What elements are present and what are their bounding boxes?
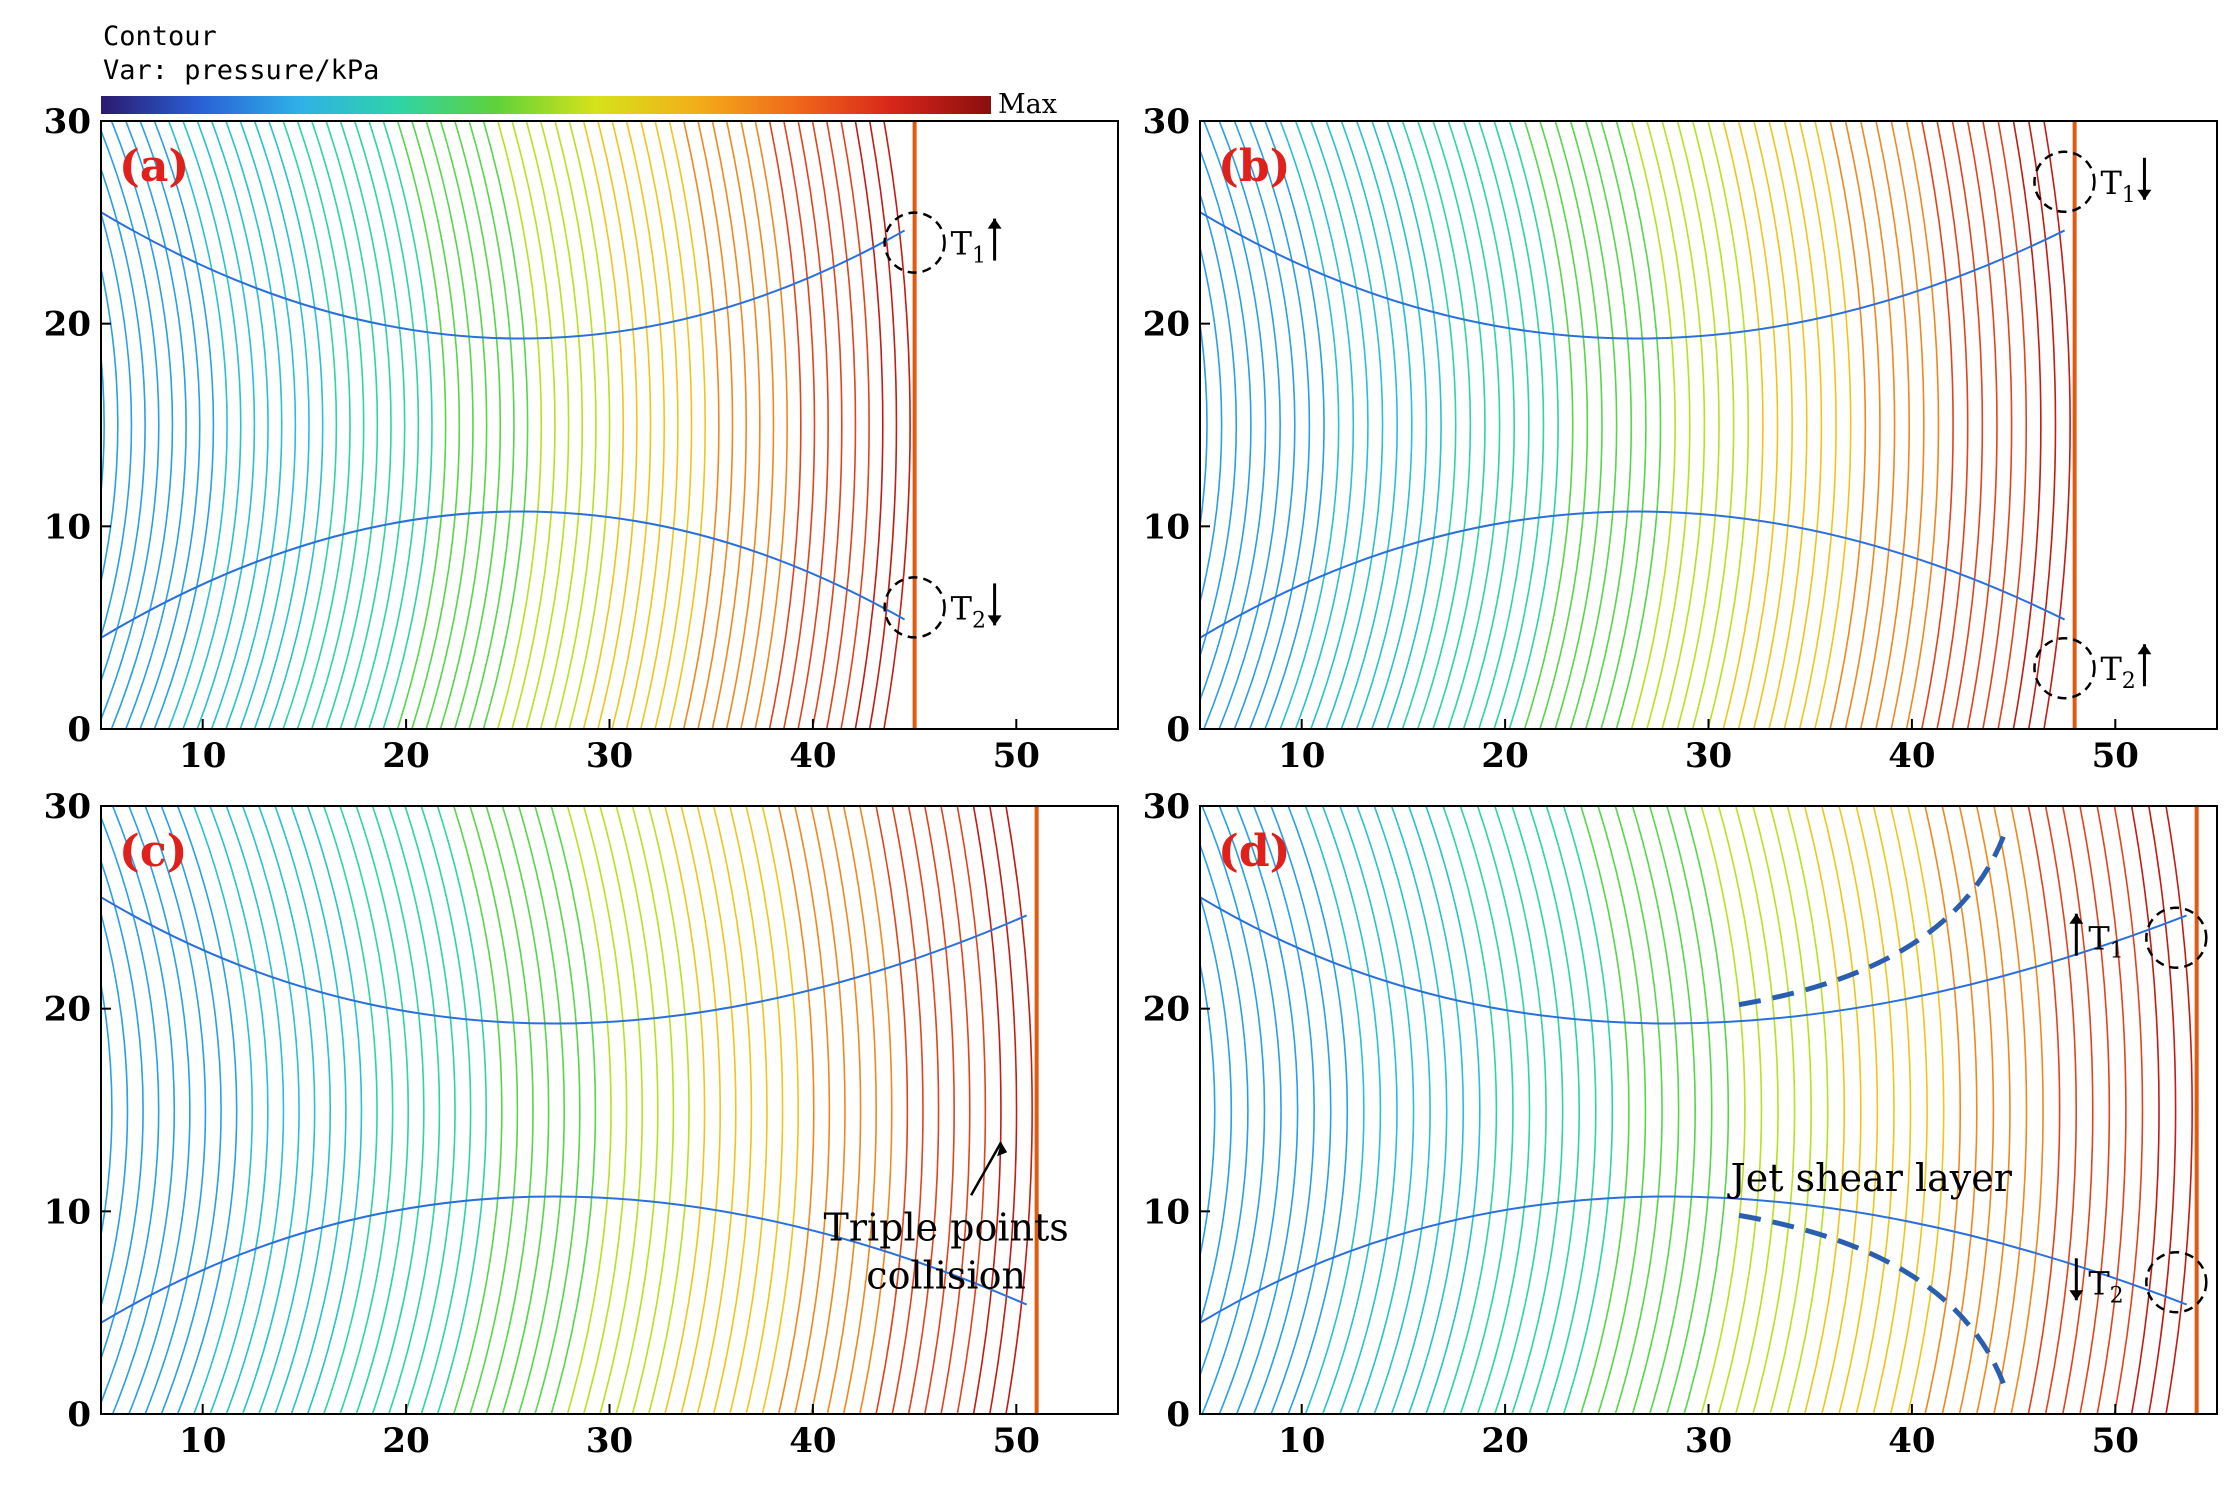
slip-line xyxy=(101,510,906,639)
panel-a: 10 20 30 40 50 0 10 20 30 (a) T1 T2 xyxy=(44,102,1119,776)
contour-field xyxy=(1200,806,2199,1414)
triple-point-label: T1 xyxy=(2100,164,2135,208)
contour-field xyxy=(101,121,917,729)
panel-label: (b) xyxy=(1218,141,1290,192)
colorbar-max-label: Max xyxy=(998,89,1057,120)
x-tick-label: 10 xyxy=(179,1421,226,1461)
y-tick-label: 0 xyxy=(1166,710,1190,750)
y-tick-label: 20 xyxy=(44,305,91,345)
annotation-text: Triple points xyxy=(823,1205,1068,1249)
y-tick-label: 20 xyxy=(44,990,91,1030)
plot-frame xyxy=(100,805,1119,1415)
arrow-head-icon xyxy=(2069,1290,2084,1301)
arrow-head-icon xyxy=(2137,189,2152,200)
slip-line xyxy=(1200,510,2066,639)
y-tick-label: 0 xyxy=(1166,1395,1190,1435)
slip-line xyxy=(101,896,1028,1025)
shear-layer-curve xyxy=(1738,1212,2006,1385)
arrow-head-icon xyxy=(997,1142,1008,1157)
slip-line xyxy=(1200,211,2066,340)
x-tick-label: 20 xyxy=(382,1421,429,1461)
x-tick-label: 30 xyxy=(586,736,633,776)
y-tick-label: 10 xyxy=(1143,507,1190,547)
x-tick-label: 30 xyxy=(1685,1421,1732,1461)
x-tick-label: 50 xyxy=(993,1421,1040,1461)
y-tick-label: 10 xyxy=(44,507,91,547)
y-tick-label: 10 xyxy=(1143,1192,1190,1232)
colorbar xyxy=(101,96,991,114)
panel-d: 10 20 30 40 50 0 10 20 30 (d) T1 T2 Jet shear layer xyxy=(1143,787,2218,1461)
shear-layer-curve xyxy=(1738,835,2006,1008)
triple-point-label: T1 xyxy=(951,225,986,269)
contour-field xyxy=(1200,121,2077,729)
x-tick-label: 40 xyxy=(1888,1421,1935,1461)
arrow-head-icon xyxy=(987,615,1002,626)
y-tick-label: 30 xyxy=(44,787,91,827)
x-tick-label: 30 xyxy=(1685,736,1732,776)
triple-point-label: T2 xyxy=(951,589,986,633)
y-tick-label: 0 xyxy=(67,1395,91,1435)
triple-point-circle xyxy=(883,576,946,639)
y-tick-label: 30 xyxy=(44,102,91,142)
panel-label: (d) xyxy=(1218,826,1290,877)
y-tick-label: 0 xyxy=(67,710,91,750)
x-tick-label: 30 xyxy=(586,1421,633,1461)
y-tick-label: 20 xyxy=(1143,305,1190,345)
triple-point-circle xyxy=(2145,1251,2208,1314)
slip-line xyxy=(101,211,906,340)
annotation-text: Jet shear layer xyxy=(1727,1156,2013,1200)
panel-label: (c) xyxy=(119,826,187,877)
triple-point-label: T2 xyxy=(2100,650,2135,694)
annotation-text: collision xyxy=(866,1253,1026,1297)
arrow-head-icon xyxy=(2069,913,2084,924)
panel-c: 10 20 30 40 50 0 10 20 30 (c) Triple pointscollisi… xyxy=(44,787,1119,1461)
slip-line xyxy=(1200,896,2188,1025)
triple-point-circle xyxy=(2033,150,2096,214)
contour-field xyxy=(101,806,1039,1414)
triple-point-circle xyxy=(2033,636,2096,700)
panel-label: (a) xyxy=(119,141,189,192)
triple-point-label: T2 xyxy=(2088,1264,2123,1308)
x-tick-label: 40 xyxy=(1888,736,1935,776)
legend-variable: Var: pressure/kPa xyxy=(103,55,380,86)
triple-point-circle xyxy=(2145,906,2208,969)
x-tick-label: 10 xyxy=(1278,1421,1325,1461)
triple-point-label: T1 xyxy=(2088,920,2123,964)
x-tick-label: 50 xyxy=(2092,1421,2139,1461)
slip-line xyxy=(1200,1195,2188,1324)
y-tick-label: 20 xyxy=(1143,990,1190,1030)
y-tick-label: 30 xyxy=(1143,102,1190,142)
y-tick-label: 30 xyxy=(1143,787,1190,827)
slip-line xyxy=(101,1195,1028,1324)
y-tick-label: 10 xyxy=(44,1192,91,1232)
x-tick-label: 10 xyxy=(1278,736,1325,776)
x-tick-label: 20 xyxy=(382,736,429,776)
x-tick-label: 20 xyxy=(1481,1421,1528,1461)
x-tick-label: 50 xyxy=(993,736,1040,776)
annotation-arrow xyxy=(970,1141,1003,1196)
panel-b: 10 20 30 40 50 0 10 20 30 (b) T1 T2 xyxy=(1143,102,2218,776)
triple-point-circle xyxy=(883,211,946,274)
x-tick-label: 40 xyxy=(789,736,836,776)
x-tick-label: 50 xyxy=(2092,736,2139,776)
arrow-head-icon xyxy=(987,218,1002,229)
x-tick-label: 20 xyxy=(1481,736,1528,776)
arrow-head-icon xyxy=(2137,644,2152,655)
x-tick-label: 40 xyxy=(789,1421,836,1461)
x-tick-label: 10 xyxy=(179,736,226,776)
legend-title: Contour xyxy=(103,21,217,52)
